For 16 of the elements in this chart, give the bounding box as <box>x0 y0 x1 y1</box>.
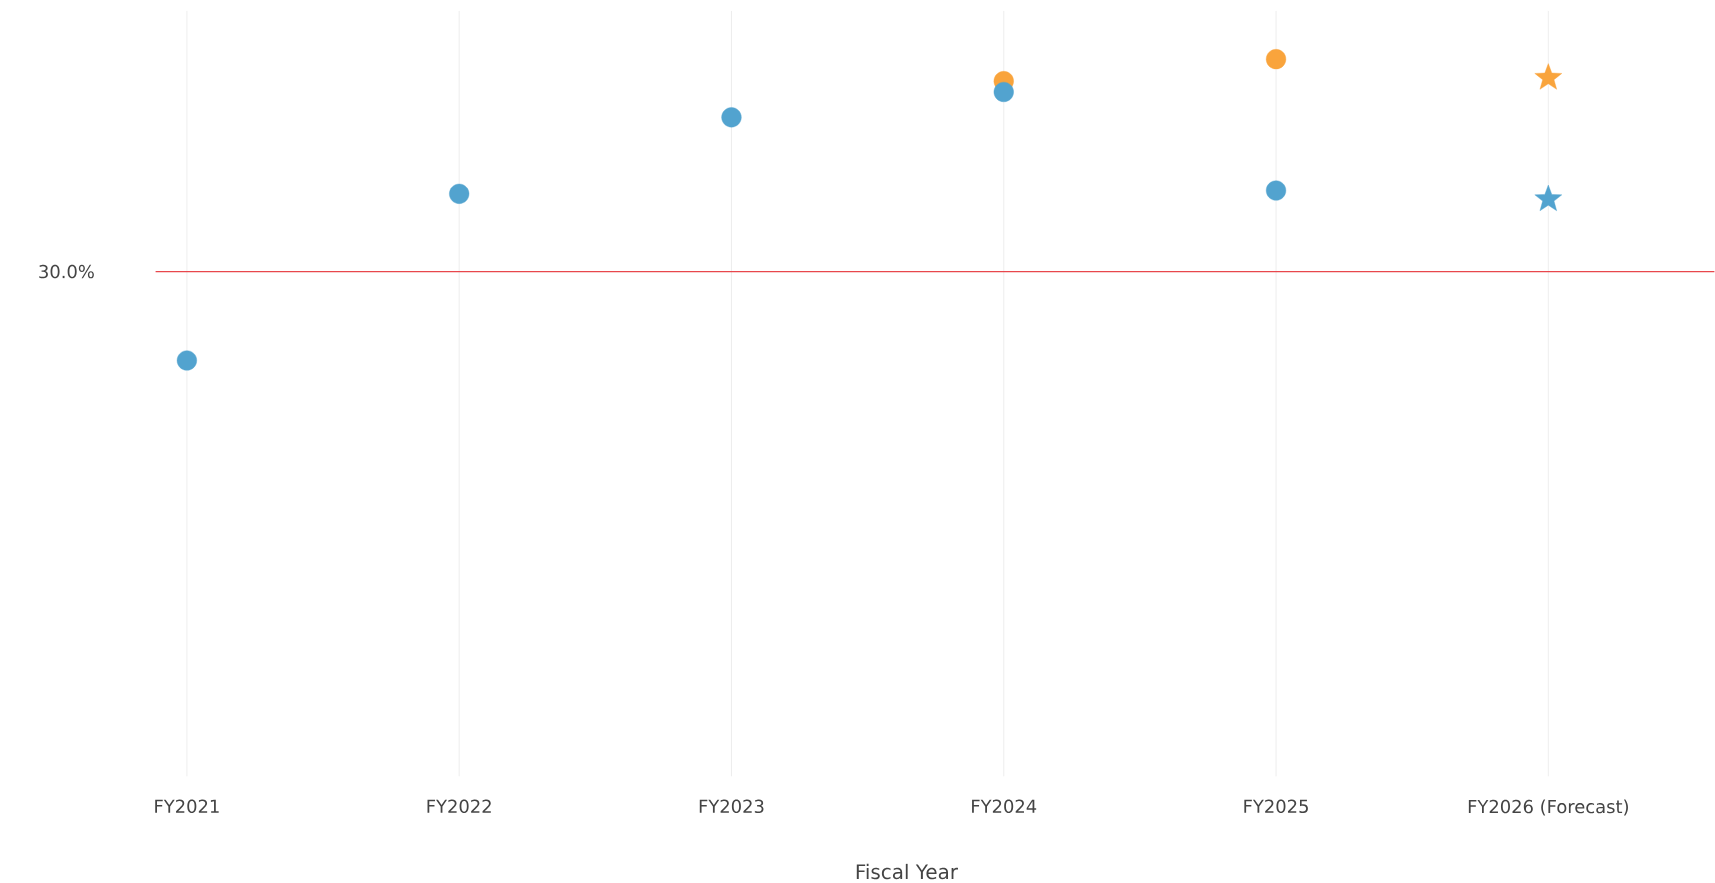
x-axis-title: Fiscal Year <box>856 863 958 880</box>
point <box>993 81 1014 102</box>
point <box>1534 184 1563 211</box>
point <box>1266 48 1287 69</box>
text: 30.0% <box>39 264 94 279</box>
x-tick-label: FY2022 <box>427 799 491 813</box>
x-tick-label: FY2023 <box>699 799 764 813</box>
point <box>721 107 742 128</box>
x-tick-label: FY2026 (Forecast) <box>1468 799 1628 816</box>
point <box>1266 180 1287 201</box>
x-tick-label: FY2025 <box>1244 799 1308 813</box>
x-tick-label: FY2021 <box>155 799 219 813</box>
point <box>176 350 197 371</box>
point <box>1534 63 1563 90</box>
point <box>449 183 470 204</box>
x-tick-label: FY2024 <box>972 799 1037 813</box>
